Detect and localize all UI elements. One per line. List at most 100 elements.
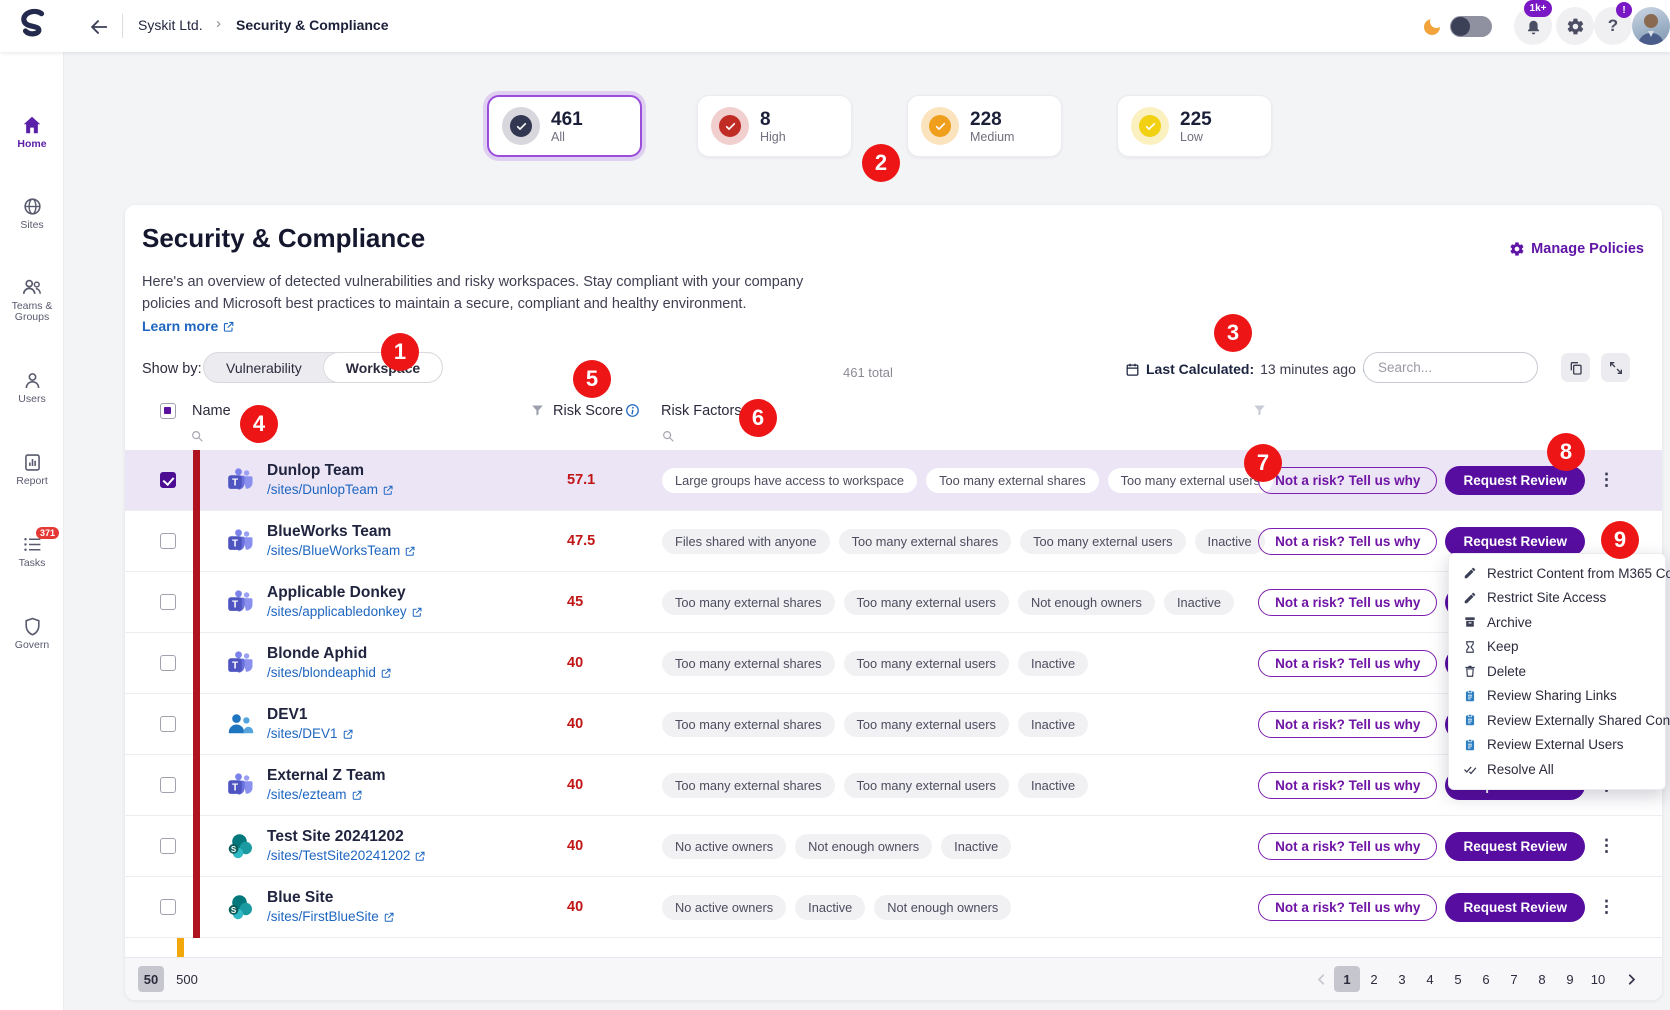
settings-button[interactable]: [1556, 7, 1594, 45]
row-menu-kebab-icon[interactable]: ⋮: [1598, 470, 1612, 490]
workspace-path-link[interactable]: /sites/BlueWorksTeam: [267, 543, 416, 558]
page-size-50[interactable]: 50: [138, 966, 164, 992]
sidebar-item-home[interactable]: Home: [0, 114, 64, 150]
not-a-risk-button[interactable]: Not a risk? Tell us why: [1258, 833, 1437, 860]
name-column-search-icon[interactable]: [190, 429, 204, 443]
risk-score-filter-icon[interactable]: [530, 403, 545, 418]
column-header-risk-factors[interactable]: Risk Factors: [661, 403, 742, 419]
page-size-500[interactable]: 500: [174, 966, 200, 992]
summary-card-high[interactable]: 8 High: [697, 95, 852, 157]
copy-view-button[interactable]: [1561, 353, 1590, 382]
risk-score-info-icon[interactable]: [625, 403, 640, 418]
not-a-risk-button[interactable]: Not a risk? Tell us why: [1258, 772, 1437, 799]
teams-icon: [226, 588, 254, 616]
menu-item-resolve-all[interactable]: Resolve All: [1449, 757, 1665, 782]
table-row-blue-site[interactable]: Blue Site /sites/FirstBlueSite 40 No act…: [125, 877, 1662, 938]
workspace-path-link[interactable]: /sites/TestSite20241202: [267, 848, 426, 863]
row-checkbox[interactable]: [160, 472, 176, 488]
not-a-risk-button[interactable]: Not a risk? Tell us why: [1258, 894, 1437, 921]
menu-item-delete[interactable]: Delete: [1449, 659, 1665, 684]
page-3[interactable]: 3: [1388, 972, 1416, 987]
row-checkbox[interactable]: [160, 838, 176, 854]
table-row-dunlop-team[interactable]: Dunlop Team /sites/DunlopTeam 57.1 Large…: [125, 450, 1662, 511]
page-10[interactable]: 10: [1584, 972, 1612, 987]
sidebar-item-tasks[interactable]: 371 Tasks: [0, 534, 64, 569]
row-menu-kebab-icon[interactable]: ⋮: [1598, 836, 1612, 856]
external-link-icon: [342, 728, 354, 740]
table-row-applicable-donkey[interactable]: Applicable Donkey /sites/applicabledonke…: [125, 572, 1662, 633]
teams-icon: [226, 649, 254, 677]
search-input[interactable]: [1378, 360, 1555, 375]
row-menu-kebab-icon[interactable]: ⋮: [1598, 897, 1612, 917]
summary-card-medium[interactable]: 228 Medium: [907, 95, 1062, 157]
request-review-button[interactable]: Request Review: [1445, 893, 1585, 922]
not-a-risk-button[interactable]: Not a risk? Tell us why: [1258, 528, 1437, 555]
menu-item-review-externally-shared[interactable]: Review Externally Shared Content: [1449, 708, 1665, 733]
workspace-path-link[interactable]: /sites/ezteam: [267, 787, 363, 802]
workspace-path-link[interactable]: /sites/blondeaphid: [267, 665, 392, 680]
page-2[interactable]: 2: [1360, 972, 1388, 987]
request-review-button[interactable]: Request Review: [1445, 527, 1585, 556]
menu-item-restrict-content-copilot[interactable]: Restrict Content from M365 Copilot: [1449, 561, 1665, 586]
avatar[interactable]: [1632, 7, 1670, 45]
menu-item-keep[interactable]: Keep: [1449, 635, 1665, 660]
row-checkbox[interactable]: [160, 655, 176, 671]
risk-factors-filter-icon[interactable]: [1252, 403, 1267, 418]
page-7[interactable]: 7: [1500, 972, 1528, 987]
row-checkbox[interactable]: [160, 533, 176, 549]
row-checkbox[interactable]: [160, 777, 176, 793]
row-checkbox[interactable]: [160, 899, 176, 915]
risk-factors-column-search-icon[interactable]: [661, 429, 675, 443]
workspace-path-link[interactable]: /sites/FirstBlueSite: [267, 909, 395, 924]
summary-card-all[interactable]: 461 All: [487, 95, 642, 157]
breadcrumb-account[interactable]: Syskit Ltd.: [138, 17, 203, 33]
table-row-blonde-aphid[interactable]: Blonde Aphid /sites/blondeaphid 40 Too m…: [125, 633, 1662, 694]
column-header-risk-score[interactable]: Risk Score: [553, 403, 623, 419]
column-header-name[interactable]: Name: [192, 403, 231, 419]
back-arrow-icon[interactable]: [88, 16, 110, 38]
row-checkbox[interactable]: [160, 594, 176, 610]
summary-card-low[interactable]: 225 Low: [1117, 95, 1272, 157]
expand-view-button[interactable]: [1601, 353, 1630, 382]
sidebar-item-govern[interactable]: Govern: [0, 616, 64, 651]
manage-policies-link[interactable]: Manage Policies: [1509, 241, 1644, 257]
workspace-path-link[interactable]: /sites/DEV1: [267, 726, 354, 741]
workspace-path-link[interactable]: /sites/DunlopTeam: [267, 482, 394, 497]
theme-toggle[interactable]: [1450, 16, 1492, 37]
workspace-path-link[interactable]: /sites/applicabledonkey: [267, 604, 423, 619]
sidebar-item-users[interactable]: Users: [0, 370, 64, 405]
table-row-test-site-20241202[interactable]: Test Site 20241202 /sites/TestSite202412…: [125, 816, 1662, 877]
menu-item-restrict-site-access[interactable]: Restrict Site Access: [1449, 586, 1665, 611]
page-4[interactable]: 4: [1416, 972, 1444, 987]
page-1[interactable]: 1: [1334, 966, 1360, 992]
high-count: 8: [760, 109, 786, 130]
not-a-risk-button[interactable]: Not a risk? Tell us why: [1258, 711, 1437, 738]
page-6[interactable]: 6: [1472, 972, 1500, 987]
menu-item-archive[interactable]: Archive: [1449, 610, 1665, 635]
hourglass-icon: [1463, 640, 1477, 654]
table-row-dev1[interactable]: DEV1 /sites/DEV1 40 Too many external sh…: [125, 694, 1662, 755]
table-row-external-z-team[interactable]: External Z Team /sites/ezteam 40 Too man…: [125, 755, 1662, 816]
not-a-risk-button[interactable]: Not a risk? Tell us why: [1258, 467, 1437, 494]
previous-page-icon[interactable]: [1308, 971, 1334, 988]
risk-score: 57.1: [567, 472, 662, 488]
sidebar-item-sites[interactable]: Sites: [0, 196, 64, 231]
sidebar-item-report[interactable]: Report: [0, 452, 64, 487]
annotation-4: 4: [240, 405, 278, 443]
table-row-blueworks-team[interactable]: BlueWorks Team /sites/BlueWorksTeam 47.5…: [125, 511, 1662, 572]
select-all-checkbox[interactable]: [160, 403, 176, 419]
not-a-risk-button[interactable]: Not a risk? Tell us why: [1258, 650, 1437, 677]
request-review-button[interactable]: Request Review: [1445, 832, 1585, 861]
learn-more-link[interactable]: Learn more: [142, 318, 235, 334]
page-5[interactable]: 5: [1444, 972, 1472, 987]
page-9[interactable]: 9: [1556, 972, 1584, 987]
row-checkbox[interactable]: [160, 716, 176, 732]
page-8[interactable]: 8: [1528, 972, 1556, 987]
show-by-vulnerability[interactable]: Vulnerability: [204, 353, 324, 382]
sidebar-item-teams-groups[interactable]: Teams & Groups: [0, 276, 64, 323]
menu-item-review-sharing-links[interactable]: Review Sharing Links: [1449, 684, 1665, 709]
not-a-risk-button[interactable]: Not a risk? Tell us why: [1258, 589, 1437, 616]
gear-icon: [1509, 241, 1525, 257]
menu-item-review-external-users[interactable]: Review External Users: [1449, 733, 1665, 758]
next-page-icon[interactable]: [1618, 971, 1644, 988]
